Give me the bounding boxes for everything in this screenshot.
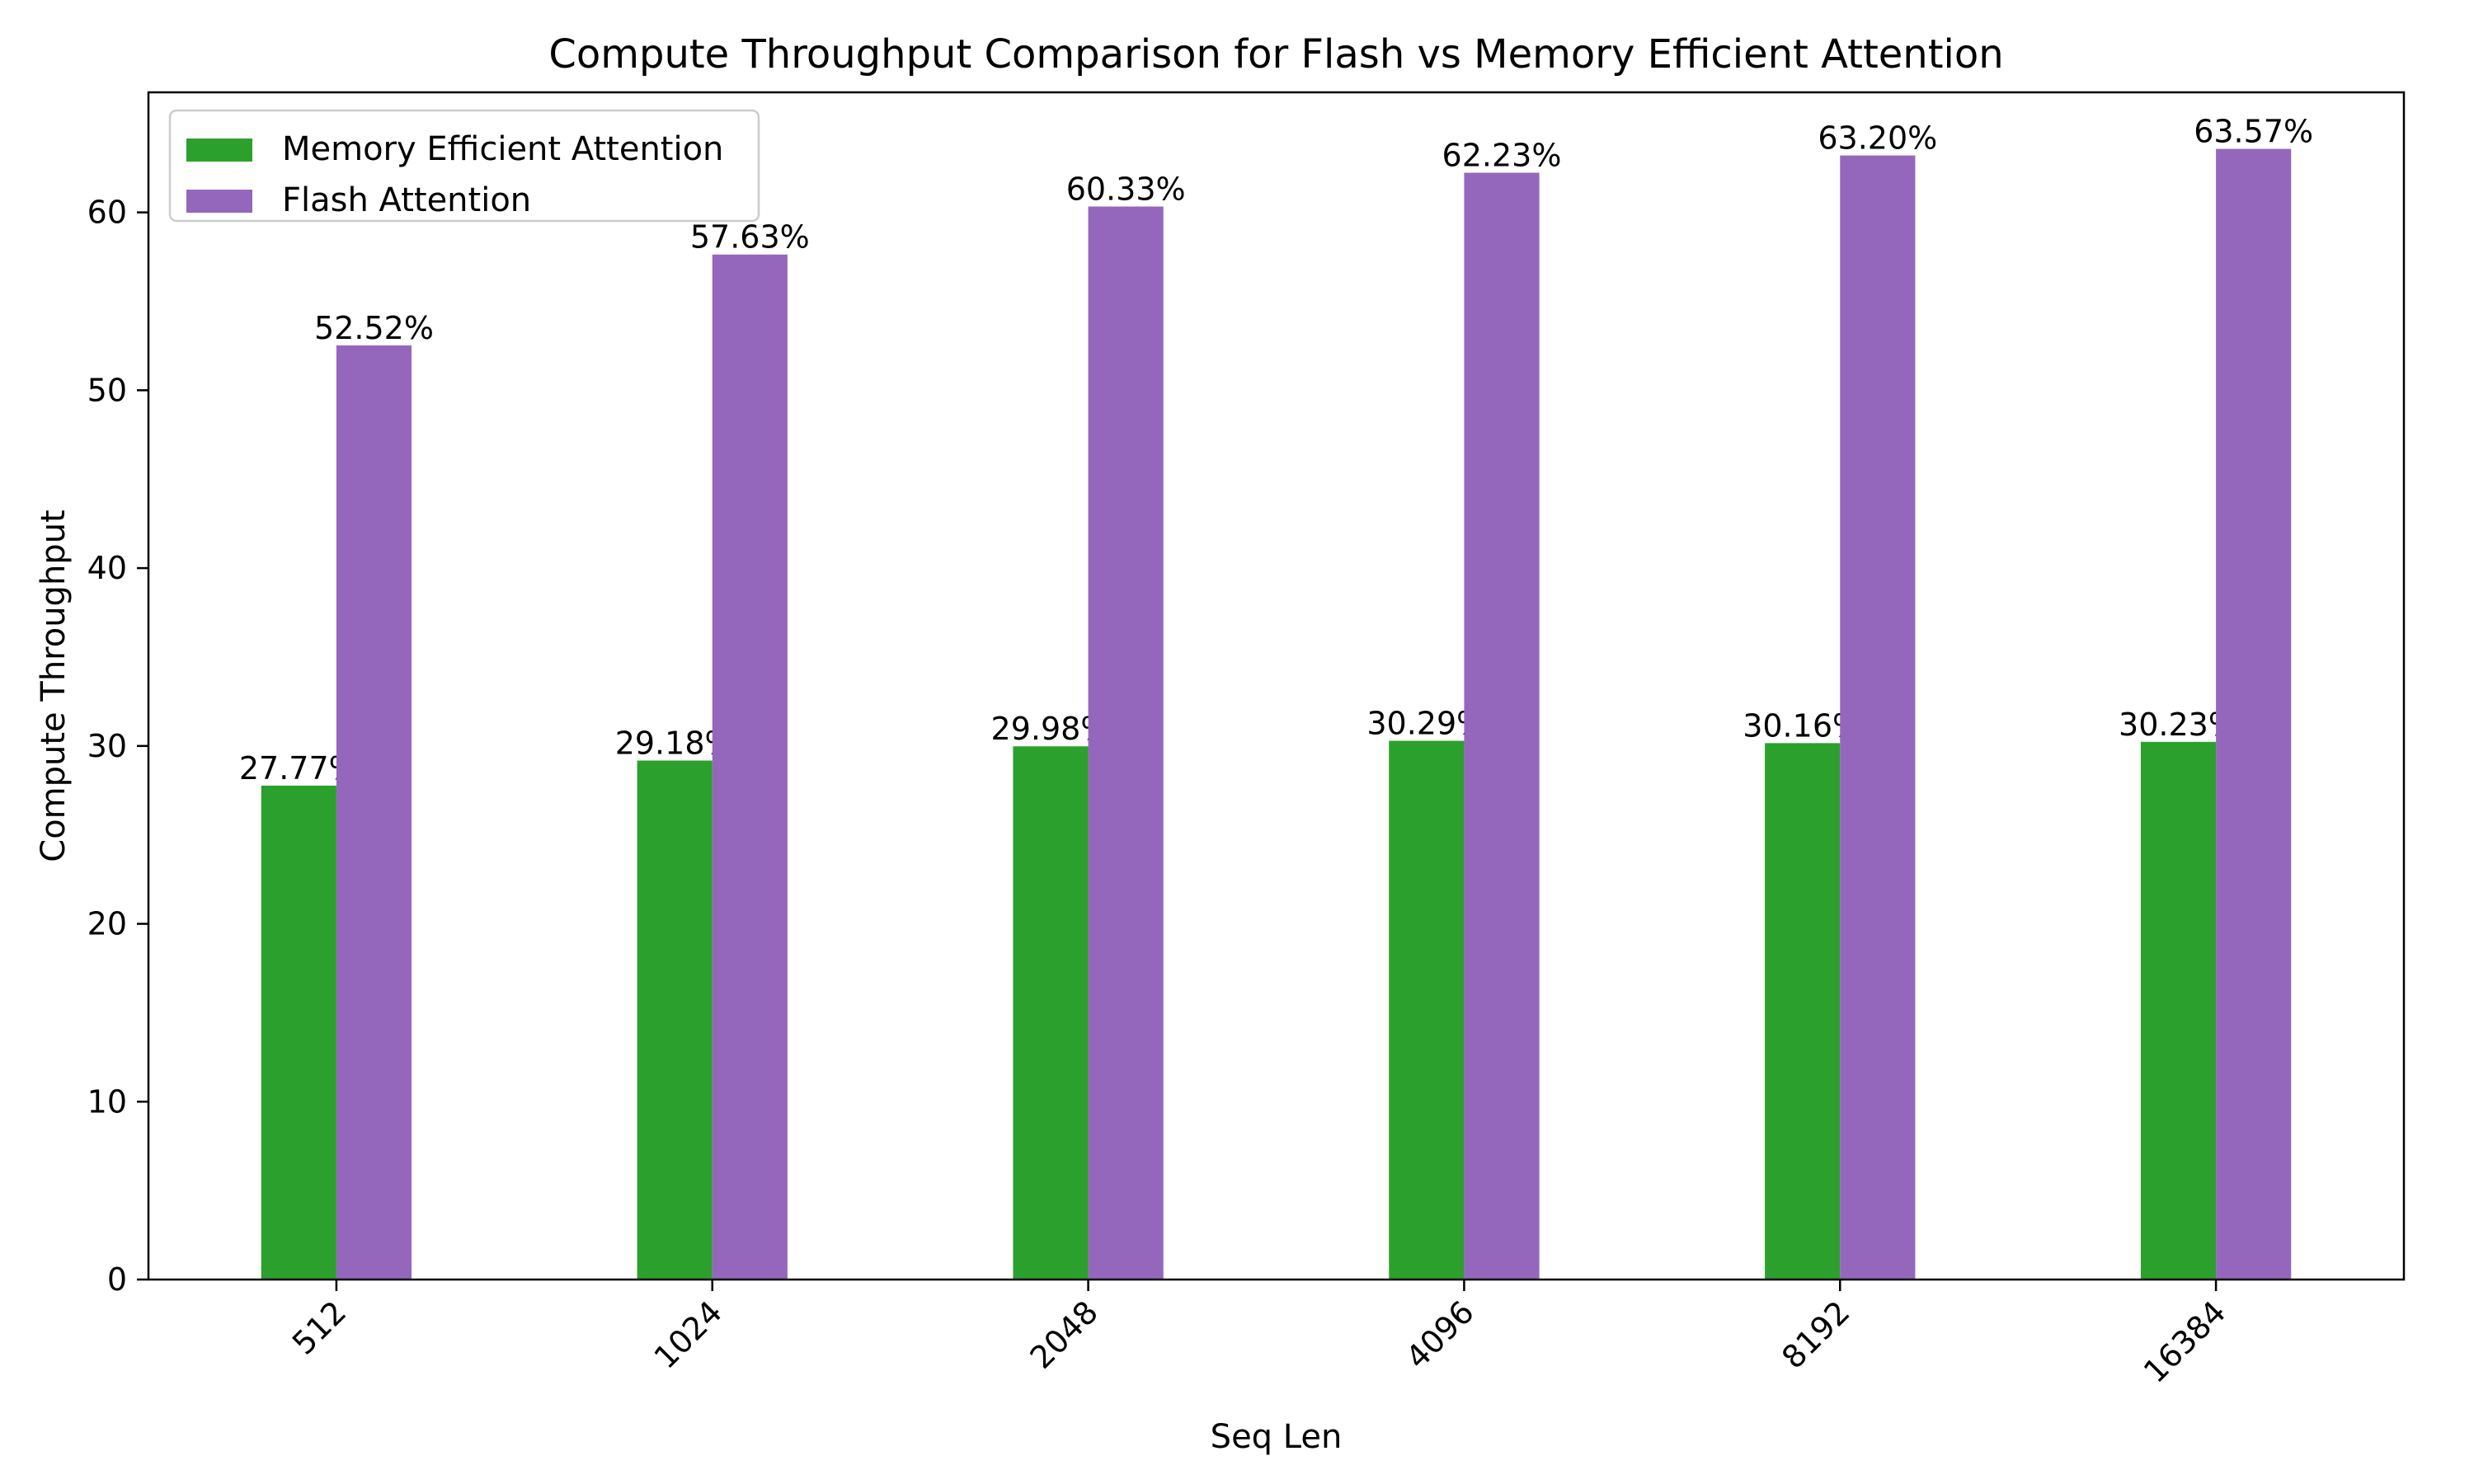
y-tick-label: 0 — [107, 1261, 127, 1298]
bar-memory-efficient-1024 — [637, 760, 713, 1280]
bar-memory-efficient-16384 — [2140, 741, 2217, 1280]
bar-flash-8192 — [1840, 155, 1916, 1280]
x-tick-label: 8192 — [1775, 1294, 1857, 1376]
legend-box — [168, 109, 760, 223]
x-tick-label: 512 — [285, 1294, 353, 1361]
bar-flash-16384 — [2216, 148, 2292, 1280]
legend-label: Flash Attention — [282, 181, 531, 219]
y-tick-label: 50 — [87, 372, 127, 408]
legend-swatch — [186, 190, 252, 213]
x-tick-label: 16384 — [2137, 1294, 2233, 1390]
y-tick-label: 30 — [87, 728, 127, 764]
data-label: 57.63% — [690, 219, 810, 256]
bar-flash-2048 — [1088, 206, 1164, 1280]
legend-swatch — [186, 139, 252, 162]
bar-flash-4096 — [1464, 172, 1540, 1280]
data-label: 63.20% — [1818, 120, 1937, 157]
data-label: 62.23% — [1442, 138, 1562, 174]
y-tick-label: 40 — [87, 550, 127, 586]
bar-memory-efficient-512 — [261, 785, 336, 1280]
x-tick-label: 1024 — [647, 1294, 730, 1376]
chart-title: Compute Throughput Comparison for Flash … — [548, 31, 2003, 77]
bar-memory-efficient-2048 — [1013, 746, 1089, 1280]
plot-area: 27.77%29.18% 29.98% 30.29% 30.16% 30.23%52.5… — [87, 91, 2406, 1390]
data-label: 52.52% — [314, 310, 434, 346]
data-label: 60.33% — [1066, 171, 1186, 207]
y-tick-label: 10 — [87, 1083, 127, 1120]
legend-label: Memory Efficient Attention — [282, 130, 723, 168]
bar-flash-1024 — [712, 254, 788, 1280]
bar-memory-efficient-4096 — [1389, 740, 1465, 1280]
x-axis-label: Seq Len — [1211, 1418, 1343, 1456]
y-tick-label: 20 — [87, 906, 127, 942]
data-label: 63.57% — [2194, 114, 2313, 150]
y-tick-label: 60 — [87, 195, 127, 231]
bar-memory-efficient-8192 — [1765, 743, 1841, 1280]
plot-frame — [147, 91, 2406, 1281]
x-tick-label: 4096 — [1399, 1294, 1481, 1376]
y-axis-label: Compute Throughput — [35, 510, 73, 862]
x-tick-label: 2048 — [1023, 1294, 1105, 1376]
bar-flash-512 — [336, 345, 412, 1280]
legend: Memory Efficient Attention Flash Attentio… — [168, 109, 760, 223]
